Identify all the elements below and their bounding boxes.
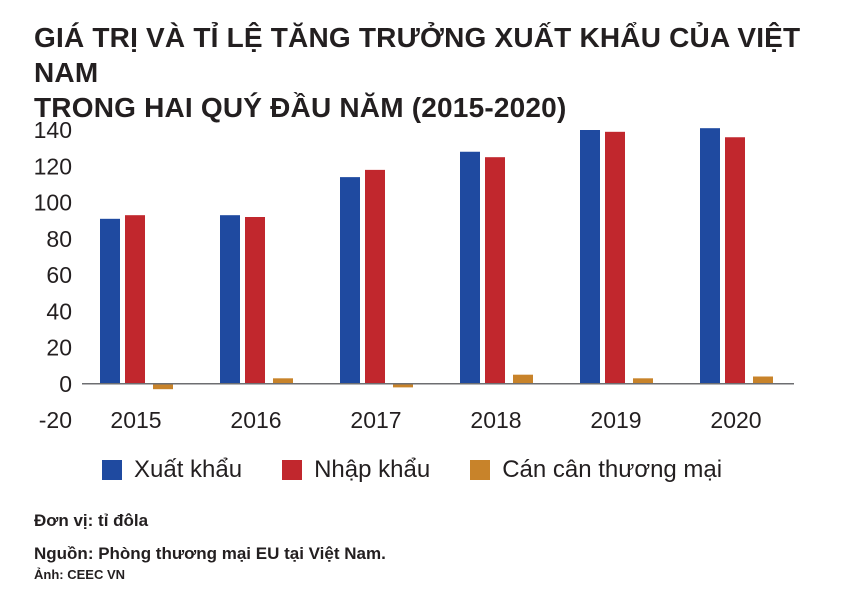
x-tick-label: 2019 [590, 407, 641, 433]
x-tick-label: 2020 [710, 407, 761, 433]
legend-swatch-export [102, 460, 122, 480]
legend-label-import: Nhập khẩu [314, 456, 431, 483]
bar-balance-2016 [273, 378, 293, 384]
bar-import-2015 [125, 215, 145, 384]
y-tick-label: 40 [46, 298, 72, 324]
bar-balance-2017 [393, 383, 413, 388]
y-tick-label: 20 [46, 335, 72, 361]
x-tick-label: 2017 [350, 407, 401, 433]
bar-balance-2020 [753, 376, 773, 384]
photo-credit: Ảnh: CEEC VN [34, 567, 125, 582]
y-tick-label: 120 [34, 153, 72, 179]
y-tick-label: 0 [59, 371, 72, 397]
x-axis-tick-labels: 2015 2016 2017 2018 2019 2020 [110, 407, 761, 433]
bar-export-2018 [460, 151, 480, 384]
bar-export-2015 [100, 218, 120, 384]
y-tick-label: -20 [39, 407, 72, 433]
bar-export-2020 [700, 128, 720, 384]
y-tick-label: 100 [34, 190, 72, 216]
bar-import-2017 [365, 169, 385, 384]
x-tick-label: 2016 [230, 407, 281, 433]
unit-note: Đơn vị: tỉ đôla [34, 511, 149, 530]
bar-import-2016 [245, 217, 265, 384]
legend-swatch-import [282, 460, 303, 480]
y-tick-label: 140 [34, 117, 72, 143]
y-tick-label: 60 [46, 262, 72, 288]
x-tick-label: 2015 [110, 407, 161, 433]
bar-import-2020 [725, 137, 745, 384]
bar-import-2019 [605, 131, 625, 384]
bar-balance-2015 [153, 383, 173, 390]
bar-balance-2019 [633, 378, 653, 384]
legend: Xuất khẩu Nhập khẩu Cán cân thương mại [102, 456, 762, 484]
legend-swatch-balance [470, 460, 491, 480]
bar-export-2017 [340, 177, 360, 384]
legend-item-balance: Cán cân thương mại [470, 456, 722, 484]
bars [100, 128, 773, 390]
chart-title-line1: GIÁ TRỊ VÀ TỈ LỆ TĂNG TRƯỞNG XUẤT KHẨU C… [34, 22, 801, 88]
legend-item-export: Xuất khẩu [102, 456, 242, 484]
y-tick-label: 80 [46, 226, 72, 252]
chart-title-line2: TRONG HAI QUÝ ĐẦU NĂM (2015-2020) [34, 92, 567, 123]
legend-label-export: Xuất khẩu [134, 456, 243, 483]
x-tick-label: 2018 [470, 407, 521, 433]
source-note: Nguồn: Phòng thương mại EU tại Việt Nam. [34, 544, 386, 563]
bar-import-2018 [485, 157, 505, 384]
legend-label-balance: Cán cân thương mại [502, 456, 723, 483]
bar-export-2019 [580, 130, 600, 384]
legend-item-import: Nhập khẩu [282, 456, 430, 484]
bar-balance-2018 [513, 374, 533, 384]
chart-title: GIÁ TRỊ VÀ TỈ LỆ TĂNG TRƯỞNG XUẤT KHẨU C… [34, 20, 854, 125]
bar-export-2016 [220, 215, 240, 384]
y-axis-tick-labels: 140 120 100 80 60 40 20 0 -20 [34, 117, 72, 433]
